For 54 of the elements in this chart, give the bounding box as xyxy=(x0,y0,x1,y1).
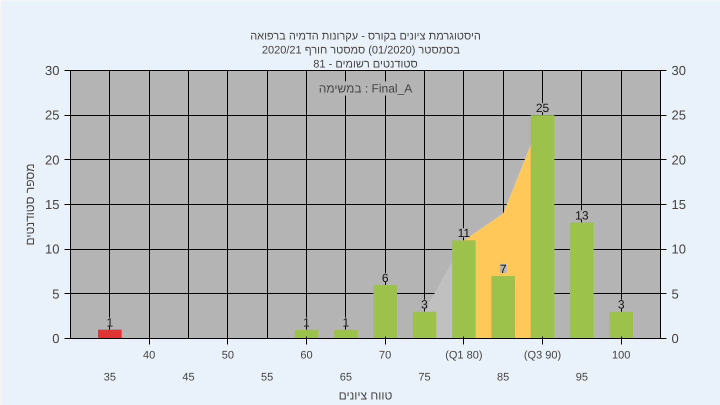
bar xyxy=(412,312,436,338)
y-tick-label: 25 xyxy=(45,108,60,123)
bar xyxy=(98,330,122,338)
x-tick-label: (Q1 80) xyxy=(445,350,482,362)
x-tick-label: (Q3 90) xyxy=(524,350,562,362)
bar xyxy=(294,330,318,338)
data-label: 1 xyxy=(303,316,310,330)
x-tick-label: 65 xyxy=(340,372,352,384)
x-tick-label: 95 xyxy=(576,372,588,384)
data-label: 3 xyxy=(618,298,625,312)
text: סטודנטים רשומים - 81 xyxy=(313,58,418,70)
y2-tick-label: 5 xyxy=(672,286,679,302)
y-tick-label: 0 xyxy=(52,331,60,346)
bar xyxy=(530,115,554,338)
bar xyxy=(452,240,476,338)
chart-subtitle: בסמסטר (01/2020) סמסטר חורף 2020/21 xyxy=(262,44,460,56)
y2-tick-label: 25 xyxy=(672,108,686,123)
data-label: 3 xyxy=(421,298,428,312)
x-axis-title: טווח ציונים xyxy=(338,388,393,402)
x-tick-label: 50 xyxy=(222,350,234,362)
y-tick-label: 5 xyxy=(52,286,60,302)
x-tick-label: 40 xyxy=(143,350,156,362)
x-tick-label: 75 xyxy=(418,372,431,384)
data-label: 6 xyxy=(382,270,389,285)
y2-tick-label: 15 xyxy=(672,197,686,212)
data-label: 1 xyxy=(106,316,114,330)
chart-title: היסטוגרמת ציונים בקורס - עקרונות הדמיה ברפואה xyxy=(250,30,481,42)
bar xyxy=(570,222,594,338)
y-tick-label: 10 xyxy=(45,242,60,257)
data-label: 25 xyxy=(536,101,550,116)
x-tick-label: 35 xyxy=(104,372,116,384)
data-label: 1 xyxy=(342,316,350,330)
y-tick-label: 20 xyxy=(45,152,60,168)
y2-tick-label: 20 xyxy=(672,152,686,168)
bar xyxy=(609,312,633,338)
x-tick-label: 70 xyxy=(379,350,392,362)
data-label: 13 xyxy=(575,208,589,222)
x-tick-label: 60 xyxy=(300,350,313,362)
x-tick-label: 85 xyxy=(497,372,510,384)
y2-tick-label: 10 xyxy=(672,242,686,257)
bar xyxy=(334,330,358,338)
data-label: 7 xyxy=(500,262,507,276)
annotation: במשימה : Final_A xyxy=(318,82,412,96)
y-tick-label: 15 xyxy=(45,197,60,212)
x-tick-label: 100 xyxy=(612,350,630,362)
data-label: 11 xyxy=(458,226,470,240)
x-tick-label: 55 xyxy=(261,372,274,384)
x-tick-label: 45 xyxy=(182,372,195,384)
y2-tick-label: 30 xyxy=(672,63,686,78)
bar xyxy=(373,284,397,338)
y-axis-title: מספר סטודנטים xyxy=(23,163,38,246)
y2-tick-label: 0 xyxy=(672,331,679,346)
bar xyxy=(491,276,515,338)
y-tick-label: 30 xyxy=(45,63,60,78)
